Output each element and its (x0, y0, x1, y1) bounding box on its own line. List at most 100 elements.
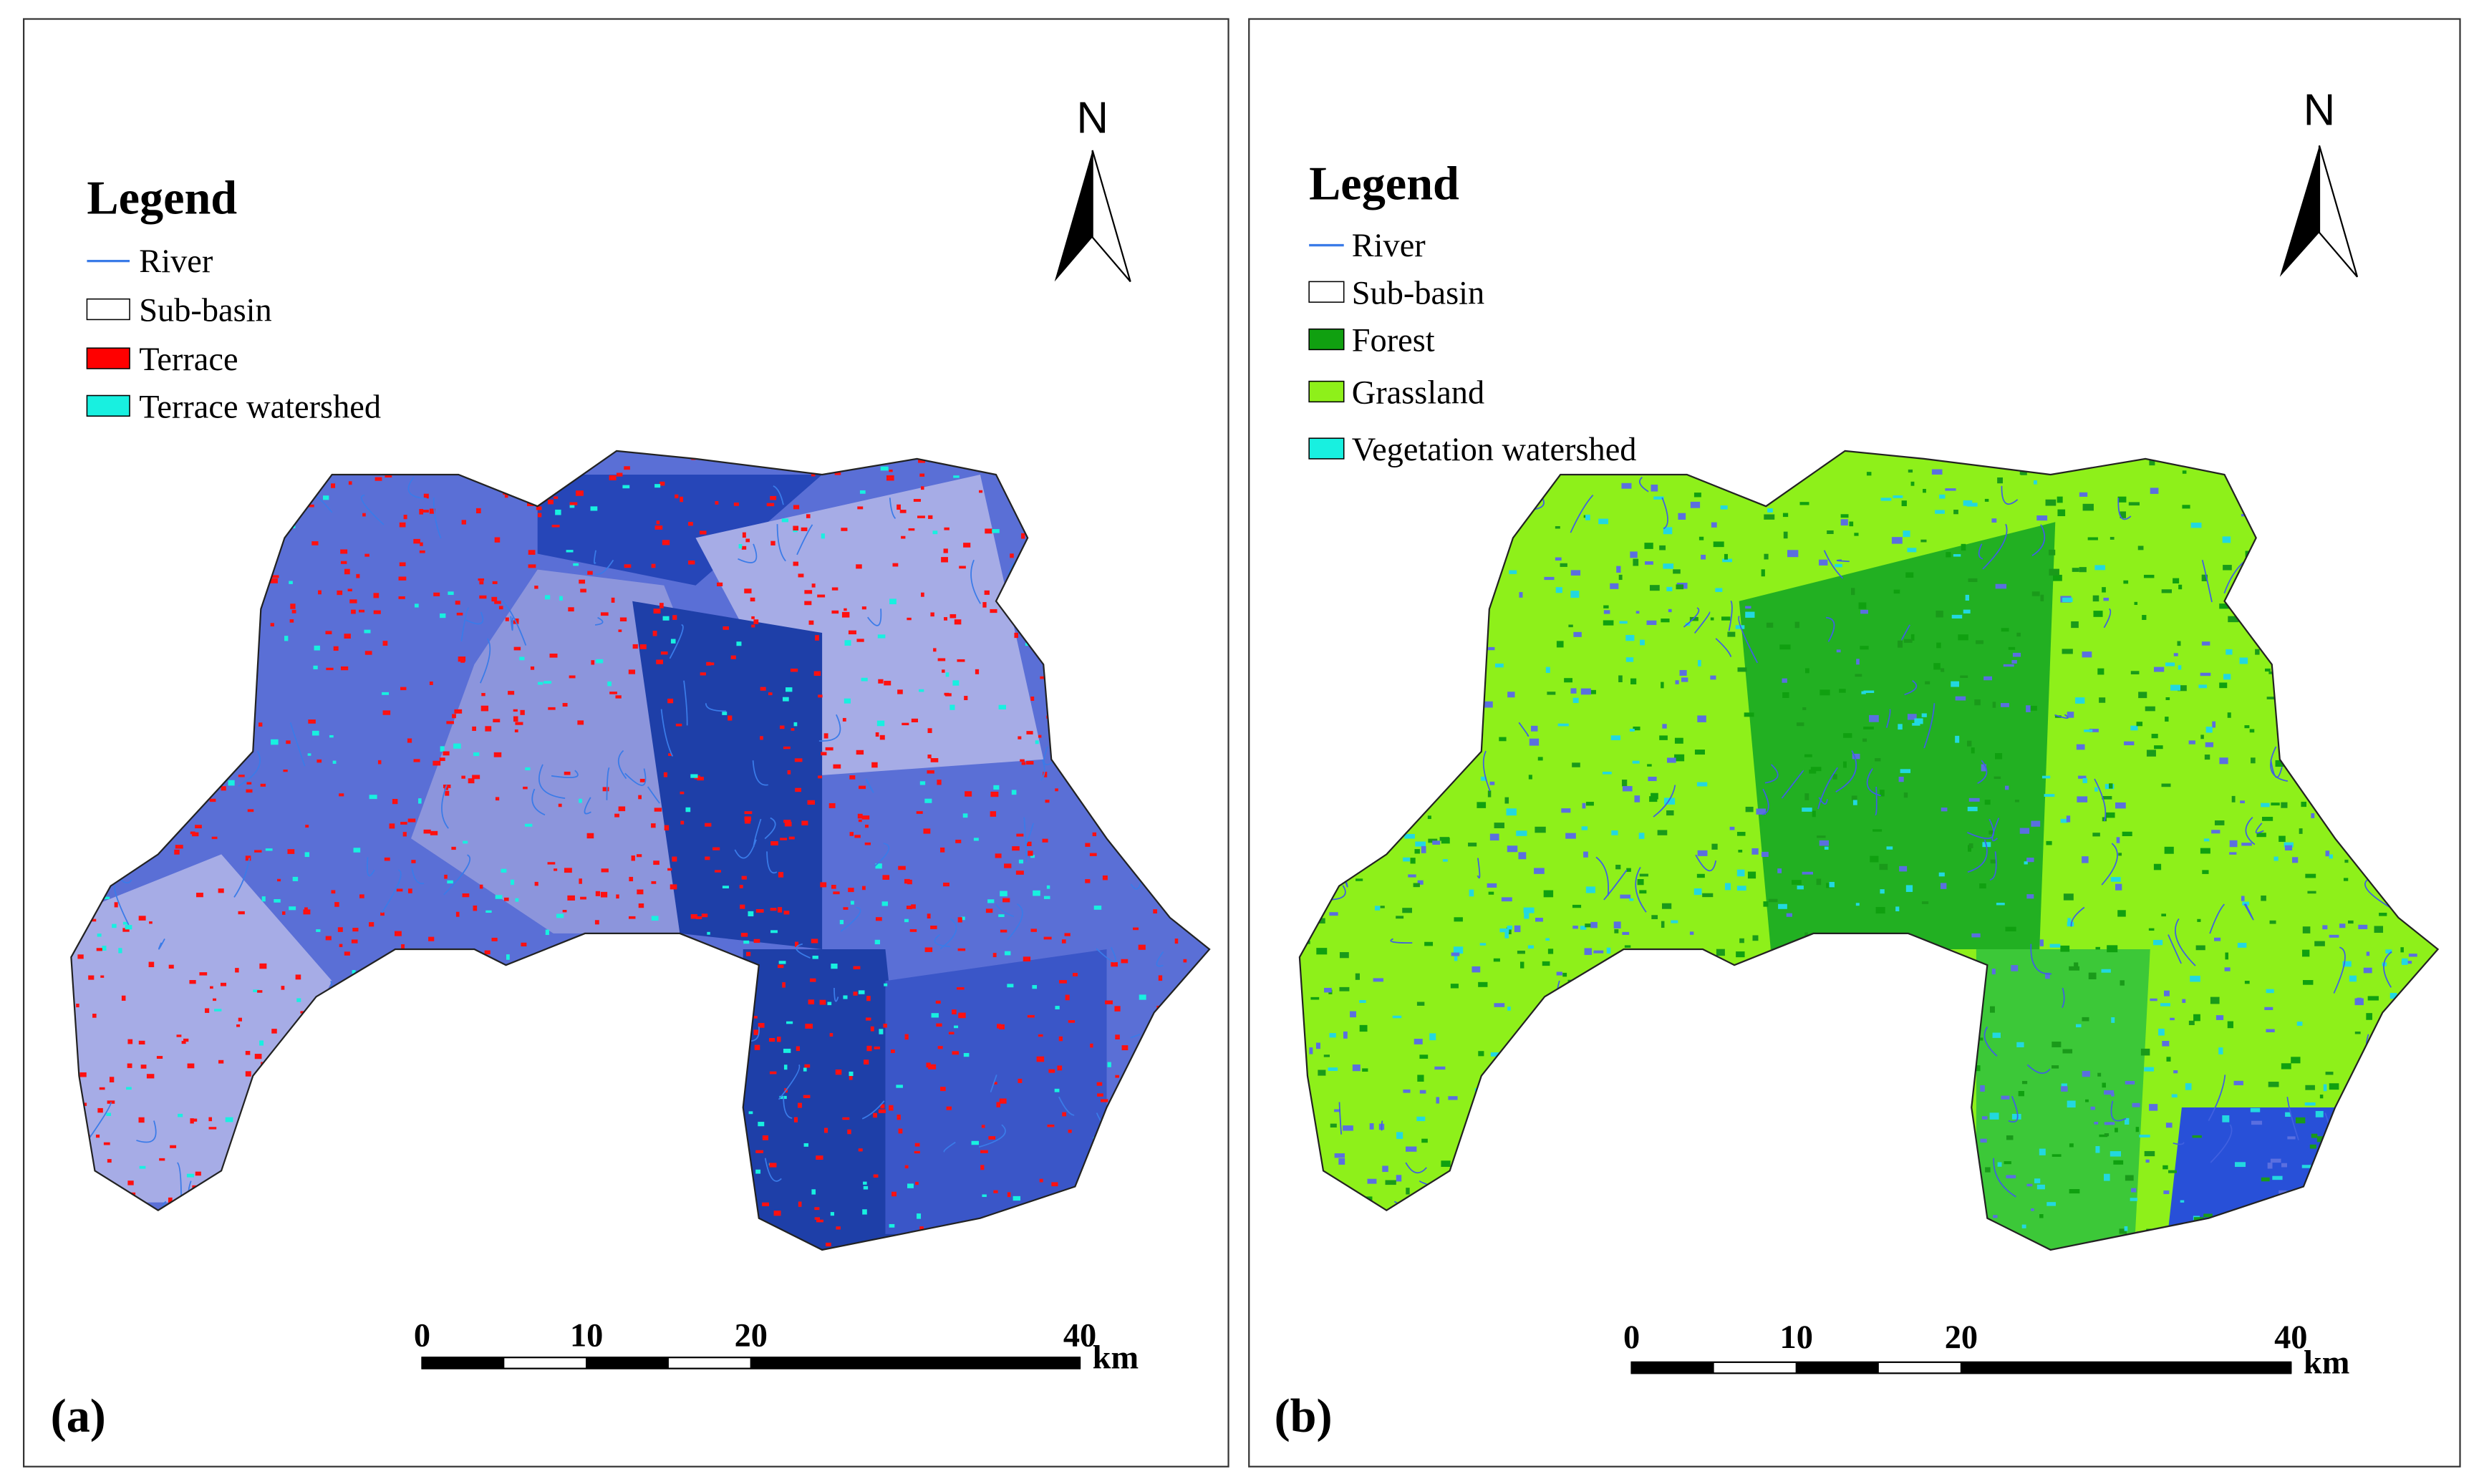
terrace-patch (344, 951, 350, 956)
river (433, 497, 442, 539)
terrace-patch (407, 888, 412, 893)
terrace-patch (473, 752, 480, 757)
vegetation-patch (2099, 1134, 2108, 1138)
terrace-patch (917, 515, 925, 518)
vegetation-patch (1872, 829, 1883, 832)
terrace-patch (1137, 1200, 1142, 1205)
vegetation-patch (1624, 1103, 1630, 1108)
vegetation-patch (1735, 625, 1745, 629)
vegetation-patch (1339, 952, 1349, 959)
terrace-patch (105, 555, 110, 558)
river (1661, 1086, 1677, 1113)
scale-segment (1796, 1362, 1879, 1374)
terrace-patch (384, 857, 390, 861)
vegetation-patch (2250, 458, 2261, 464)
river (1904, 679, 1918, 696)
terrace-patch (695, 1120, 700, 1124)
terrace-patch (369, 1266, 377, 1271)
vegetation-patch (2304, 711, 2312, 718)
vegetation-patch (1635, 1152, 1639, 1158)
terrace-patch (748, 1111, 753, 1115)
terrace-patch (946, 1106, 952, 1110)
vegetation-patch (2261, 802, 2270, 808)
vegetation-patch (1839, 689, 1846, 693)
terrace-patch (707, 931, 710, 935)
vegetation-patch (2425, 651, 2437, 655)
vegetation-patch (1387, 480, 1393, 485)
vegetation-patch (2024, 861, 2028, 865)
vegetation-patch (2016, 632, 2021, 637)
terrace-patch (811, 1189, 816, 1195)
terrace-patch (140, 1064, 147, 1069)
terrace-patch (1048, 1069, 1055, 1073)
vegetation-patch (1734, 1176, 1746, 1183)
vegetation-patch (2295, 1117, 2306, 1124)
terrace-patch (335, 1145, 341, 1151)
vegetation-patch (2386, 1240, 2389, 1248)
terrace-patch (1139, 994, 1146, 1000)
vegetation-patch (1632, 1193, 1643, 1197)
vegetation-patch (1946, 1259, 1953, 1266)
terrace-patch (680, 496, 683, 503)
terrace-patch (347, 588, 352, 592)
terrace-patch (688, 560, 695, 565)
vegetation-patch (2423, 629, 2432, 637)
terrace-patch (377, 1255, 384, 1258)
terrace-patch (1059, 980, 1067, 984)
terrace-patch (808, 620, 814, 625)
vegetation-patch (2429, 481, 2436, 485)
river (388, 1190, 407, 1225)
river (1477, 858, 1481, 879)
vegetation-patch (2092, 833, 2100, 837)
vegetation-patch (1610, 1097, 1621, 1101)
vegetation-patch (1816, 878, 1822, 886)
terrace-patch (856, 446, 864, 450)
river (1390, 938, 1413, 944)
terrace-patch (985, 528, 992, 534)
vegetation-patch (1460, 762, 1465, 769)
vegetation-patch (2430, 736, 2435, 742)
terrace-patch (849, 1074, 853, 1080)
terrace-patch (586, 833, 594, 839)
river (1635, 867, 1647, 913)
terrace-patch (1105, 1123, 1111, 1127)
vegetation-patch (1603, 605, 1609, 608)
vegetation-patch (1649, 796, 1658, 802)
terrace-patch (715, 1034, 724, 1039)
terrace-patch (462, 893, 470, 898)
vegetation-patch (1792, 1213, 1797, 1219)
vegetation-patch (1347, 480, 1353, 488)
vegetation-patch (1983, 676, 1993, 681)
terrace-patch (122, 928, 130, 932)
terrace-patch (218, 1059, 224, 1064)
terrace-patch (218, 888, 224, 893)
terrace-patch (957, 948, 966, 951)
terrace-patch (1083, 454, 1088, 460)
river (1923, 703, 1936, 749)
vegetation-patch (2334, 666, 2339, 671)
vegetation-patch (2213, 937, 2221, 941)
terrace-patch (63, 1201, 67, 1203)
terrace-patch (574, 1228, 581, 1233)
terrace-patch (189, 980, 196, 984)
terrace-patch (369, 795, 377, 800)
terrace-patch (801, 820, 808, 825)
vegetation-patch (1356, 878, 1363, 881)
terrace-patch (569, 675, 576, 679)
terrace-patch (513, 1135, 521, 1140)
vegetation-patch (2102, 795, 2112, 800)
terrace-patch (1115, 1075, 1119, 1078)
terrace-patch (928, 1236, 934, 1241)
terrace-patch (754, 1044, 760, 1050)
vegetation-patch (1507, 845, 1518, 853)
terrace-patch (913, 498, 921, 502)
terrace-patch (327, 1138, 331, 1142)
vegetation-patch (1684, 1173, 1695, 1175)
vegetation-patch (2229, 443, 2238, 447)
vegetation-patch (2402, 828, 2408, 833)
terrace-patch (549, 452, 554, 458)
vegetation-patch (2387, 753, 2394, 760)
terrace-patch (723, 626, 730, 630)
vegetation-patch (1502, 498, 1508, 505)
vegetation-patch (1953, 981, 1961, 987)
